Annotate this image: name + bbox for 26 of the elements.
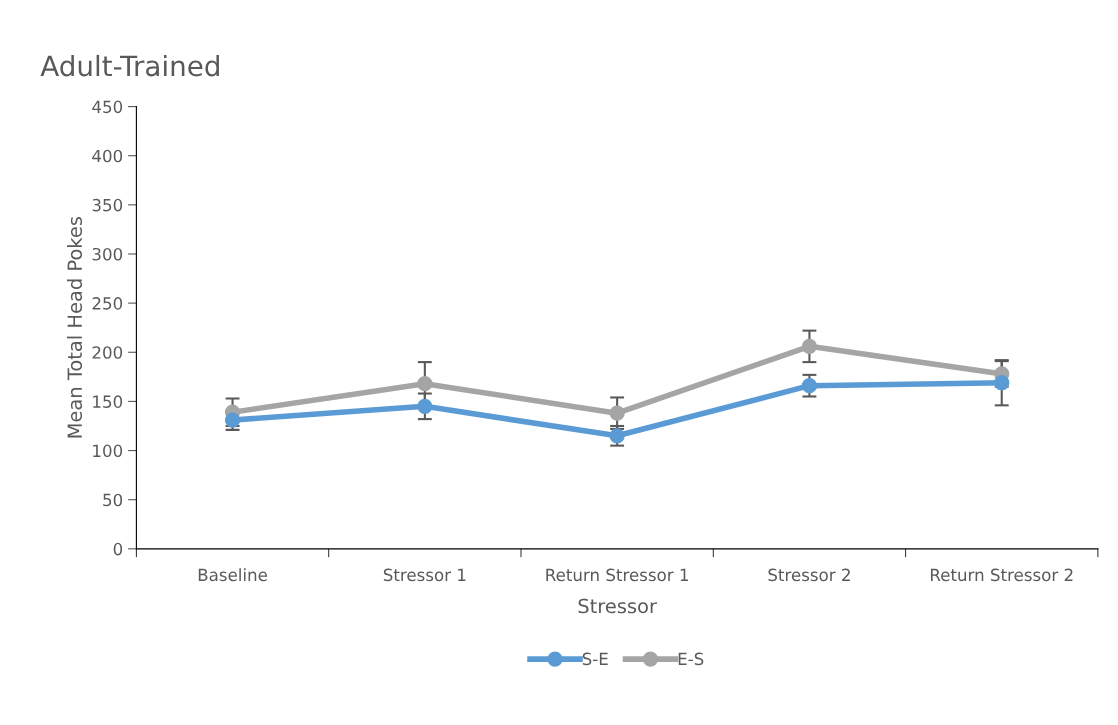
- x-tick-label: Baseline: [198, 568, 267, 582]
- y-axis-title: Mean Total Head Pokes: [67, 216, 83, 438]
- y-tick-label: 150: [93, 395, 123, 408]
- x-axis-title: Stressor: [578, 598, 657, 614]
- point: [609, 405, 625, 421]
- point: [417, 376, 433, 392]
- x-tick-label: Return Stressor 2: [930, 568, 1073, 582]
- y-tick-label: 400: [92, 149, 123, 163]
- y-tick-label: 250: [92, 297, 123, 310]
- y-tick-label: 300: [92, 247, 123, 261]
- chart-title: Adult-Trained: [40, 54, 219, 77]
- y-tick-label: 200: [92, 346, 123, 359]
- point: [994, 375, 1010, 391]
- y-tick-label: 100: [93, 444, 123, 458]
- y-tick-label: 0: [113, 542, 123, 556]
- legend-label: S-E: [582, 652, 608, 666]
- point: [417, 398, 433, 414]
- x-tick-label: Stressor 1: [383, 568, 466, 582]
- y-tick-label: 50: [103, 493, 123, 507]
- y-tick-label: 450: [92, 100, 123, 114]
- y-tick-label: 350: [92, 198, 123, 212]
- x-tick-label: Return Stressor 1: [546, 568, 688, 582]
- x-tick-label: Stressor 2: [768, 568, 850, 582]
- point: [801, 378, 818, 394]
- point: [801, 338, 818, 355]
- legend-label: E-S: [678, 652, 704, 666]
